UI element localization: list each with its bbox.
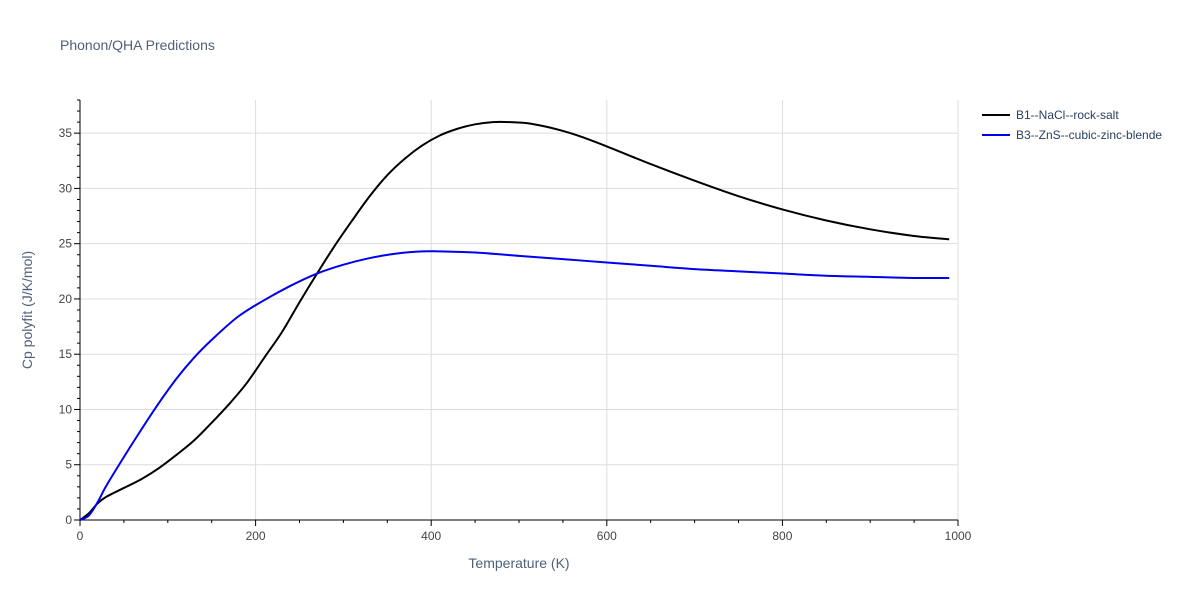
- series-layer: [79, 120, 950, 521]
- chart-title: Phonon/QHA Predictions: [60, 37, 215, 53]
- x-tick-label: 400: [421, 529, 441, 543]
- y-tick-label: 20: [59, 292, 73, 306]
- x-tick-label: 1000: [945, 529, 972, 543]
- x-axis-title: Temperature (K): [468, 555, 569, 571]
- y-axis-title: Cp polyfit (J/K/mol): [19, 251, 35, 369]
- y-tick-label: 10: [59, 402, 73, 416]
- axes: 0 200 400 600 800 1000 0 5 10 15 20 25 30 35: [59, 99, 972, 543]
- y-tick-label: 15: [59, 347, 73, 361]
- legend[interactable]: B1--NaCl--rock-salt B3--ZnS--cubic-zinc-b…: [982, 108, 1162, 142]
- legend-label-1: B3--ZnS--cubic-zinc-blende: [1016, 128, 1162, 142]
- y-tick-label: 25: [59, 237, 73, 251]
- y-tick-label: 35: [59, 126, 73, 140]
- grid: [80, 100, 959, 520]
- x-tick-label: 0: [77, 529, 84, 543]
- x-tick-label: 200: [246, 529, 266, 543]
- series-line-1: [79, 250, 950, 521]
- y-tick-label: 30: [59, 181, 73, 195]
- x-tick-label: 600: [597, 529, 617, 543]
- y-tick-label: 5: [65, 458, 72, 472]
- y-tick-label: 0: [65, 513, 72, 527]
- series-line-0: [79, 120, 950, 521]
- x-tick-label: 800: [772, 529, 792, 543]
- legend-label-0: B1--NaCl--rock-salt: [1016, 108, 1119, 122]
